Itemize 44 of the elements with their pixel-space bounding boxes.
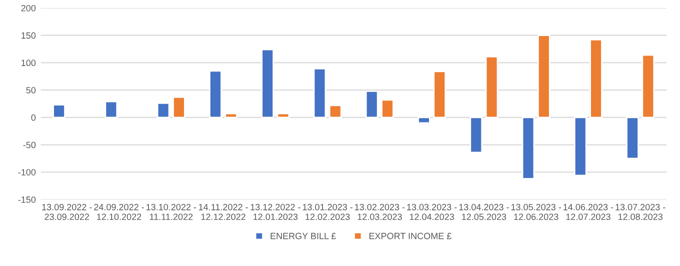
bar [328,104,342,118]
bar [209,70,222,118]
bar [537,34,550,118]
y-tick-label: 50 [26,87,36,94]
legend-label: EXPORT INCOME £ [369,232,452,240]
bar [418,116,430,124]
x-tick-label: 13.07.2023 - 12.08.2023 [616,204,666,220]
bar [224,112,238,118]
x-tick-label: 13.03.2023 - 12.04.2023 [407,204,457,220]
y-tick-label: -50 [23,142,36,148]
bar [313,68,326,118]
bar [485,56,498,118]
bar [261,48,274,118]
x-tick-label: 13.04.2023 - 12.05.2023 [459,204,509,220]
y-tick-label: 200 [21,4,36,12]
y-tick-label: 100 [22,60,36,66]
bar [626,116,639,160]
bar [172,96,186,118]
x-tick-label: 13.12.2022 - 12.01.2023 [250,204,300,220]
y-tick-label: 150 [22,32,36,39]
bar [522,116,535,180]
bar [276,112,290,118]
bar [574,116,587,176]
bar [381,99,394,118]
bar [156,102,170,118]
x-tick-label: 13.02.2023 - 12.03.2023 [355,204,405,220]
bar [433,70,446,118]
legend-label: ENERGY BILL £ [270,232,336,240]
bar [104,100,118,118]
x-tick-label: 13.10.2022 - 11.11.2022 [146,204,196,220]
bar [470,116,483,154]
x-tick-label: 14.11.2022 - 12.12.2022 [198,204,248,220]
bar [365,90,378,118]
y-tick-label: -100 [18,169,36,176]
bar [52,104,66,118]
bar [642,54,655,118]
bar [590,39,602,118]
x-tick-label: 13.09.2022 - 23.09.2022 [42,204,92,220]
x-tick-label: 13.01.2023 - 12.02.2023 [302,204,352,220]
x-tick-label: 13.05.2023 - 12.06.2023 [511,204,562,220]
x-tick-label: 24.09.2022 - 12.10.2022 [94,204,144,220]
y-tick-label: -150 [18,196,36,203]
y-tick-label: 0 [31,114,36,121]
x-tick-label: 14.06.2023 - 12.07.2023 [564,204,614,220]
